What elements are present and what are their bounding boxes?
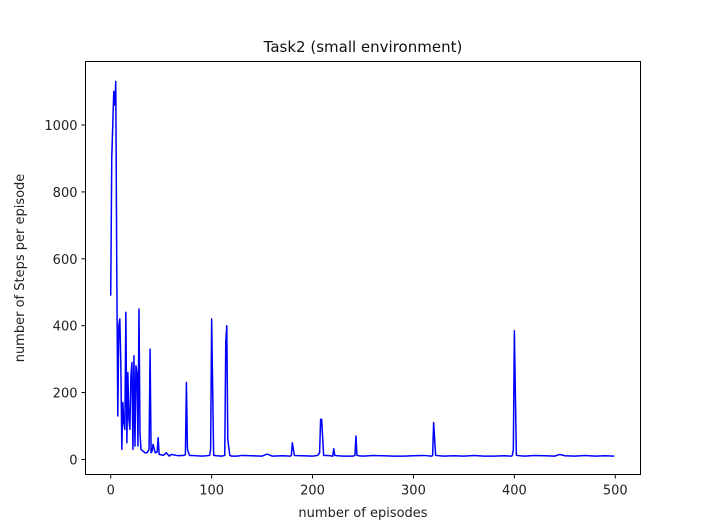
series-line-0: [109, 80, 615, 457]
plot-area-frame: [85, 61, 641, 475]
x-tick-label: 0: [107, 484, 115, 499]
y-axis-title: number of Steps per episode: [13, 174, 28, 363]
data-layer: [109, 80, 615, 457]
y-tick-label: 400: [53, 320, 78, 335]
x-axis: 0 100 200 300 400 500: [107, 474, 628, 499]
x-axis-title: number of episodes: [298, 506, 427, 521]
x-tick-label: 500: [603, 484, 628, 499]
y-tick-label: 800: [53, 186, 78, 201]
chart-title: Task2 (small environment): [263, 38, 463, 56]
y-tick-label: 0: [69, 453, 77, 468]
y-tick-label: 600: [53, 253, 78, 268]
y-tick-label: 200: [53, 387, 78, 402]
y-tick-label: 1000: [44, 119, 77, 134]
x-tick-label: 100: [199, 484, 224, 499]
y-axis: 0 200 400 600 800 1000: [44, 119, 86, 468]
x-tick-label: 400: [502, 484, 527, 499]
x-tick-label: 300: [401, 484, 426, 499]
x-tick-label: 200: [300, 484, 325, 499]
